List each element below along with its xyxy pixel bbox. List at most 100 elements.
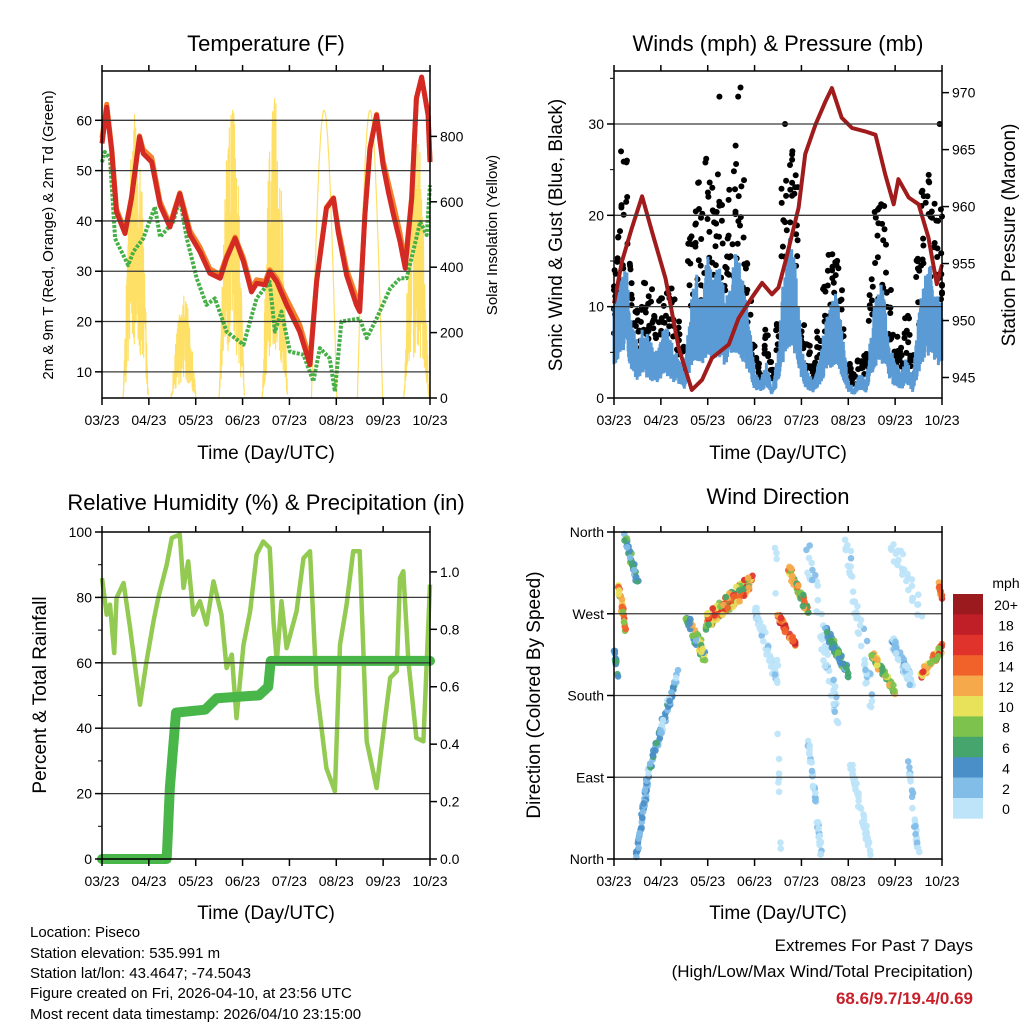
- direction-point: [817, 850, 825, 858]
- wind-speed-band: [612, 238, 944, 395]
- wind-direction-panel: Wind Direction Time (Day/UTC) Direction …: [524, 484, 1020, 924]
- y-tick-label: 80: [76, 589, 92, 605]
- gust-point: [705, 193, 712, 200]
- gust-point: [874, 232, 881, 239]
- legend-label: 6: [1002, 740, 1010, 756]
- pressure-ylabel: Station Pressure (Maroon): [999, 124, 1020, 347]
- gust-point: [725, 196, 732, 203]
- direction-point: [744, 574, 752, 582]
- gust-point: [642, 280, 649, 287]
- direction-point: [861, 830, 869, 838]
- gust-point: [719, 240, 726, 247]
- gust-point: [926, 179, 933, 186]
- gust-point: [713, 233, 720, 240]
- gust-point: [872, 214, 879, 221]
- direction-point: [844, 670, 852, 677]
- legend-label: 16: [998, 638, 1014, 654]
- gust-point: [783, 177, 790, 184]
- gust-point: [806, 349, 813, 356]
- gust-point: [703, 155, 710, 162]
- x-tick-label: 07/23: [272, 873, 307, 889]
- gust-point: [834, 257, 841, 264]
- gust-point: [789, 148, 796, 155]
- direction-point: [900, 656, 907, 663]
- direction-point: [693, 630, 701, 638]
- legend-label: 12: [998, 679, 1014, 695]
- elevation-text: Station elevation: 535.991 m: [30, 945, 220, 962]
- y-right-tick-label: 965: [952, 142, 976, 158]
- direction-point: [781, 628, 789, 636]
- direction-point: [862, 680, 869, 687]
- gust-point: [623, 198, 630, 205]
- legend-label: 10: [998, 699, 1014, 715]
- y-tick-label: 60: [76, 655, 92, 671]
- gust-point: [738, 183, 745, 190]
- plot-frame: [101, 531, 431, 860]
- gust-point: [822, 288, 829, 295]
- gust-point: [660, 302, 667, 309]
- y-right-tick-label: 0.8: [440, 621, 460, 637]
- x-tick-label: 07/23: [272, 412, 307, 428]
- x-tick-label: 08/23: [831, 412, 866, 428]
- gust-point: [922, 199, 929, 206]
- winds-ylabel: Sonic Wind & Gust (Blue, Black): [546, 99, 567, 371]
- gust-point: [778, 199, 785, 206]
- x-tick-label: 08/23: [831, 873, 866, 889]
- direction-point: [920, 663, 928, 670]
- gust-point: [695, 257, 702, 264]
- direction-point: [861, 656, 868, 664]
- direction-point: [618, 596, 626, 603]
- gust-point: [880, 237, 887, 244]
- direction-point: [892, 650, 900, 657]
- gust-point: [653, 335, 659, 342]
- station-info: Location: Piseco Station elevation: 535.…: [30, 924, 361, 1023]
- direction-dots: [610, 530, 946, 861]
- gust-point: [704, 216, 711, 222]
- winds-pressure-panel: Winds (mph) & Pressure (mb) Time (Day/UT…: [546, 31, 1020, 464]
- direction-point: [771, 544, 779, 552]
- gust-point: [787, 162, 793, 168]
- gust-point: [732, 186, 738, 193]
- legend-label: 8: [1002, 720, 1010, 736]
- direction-point: [730, 593, 738, 600]
- direction-point: [814, 582, 821, 589]
- legend-swatch: [953, 777, 983, 799]
- x-tick-label: 10/23: [924, 412, 959, 428]
- direction-point: [890, 681, 897, 689]
- gust-point: [920, 260, 927, 267]
- direction-point: [830, 686, 837, 694]
- gust-point: [914, 265, 921, 272]
- gust-point: [744, 261, 751, 267]
- gust-point: [913, 274, 920, 280]
- y-tick-label: 40: [76, 720, 92, 736]
- created-text: Figure created on Fri, 2026-04-10, at 23…: [30, 985, 352, 1002]
- direction-point: [932, 656, 940, 664]
- gust-point: [907, 355, 914, 362]
- gust-point: [869, 283, 876, 290]
- direction-point: [774, 662, 782, 669]
- gust-point: [814, 344, 821, 350]
- direction-point: [775, 788, 783, 796]
- direction-point: [806, 750, 813, 757]
- plot-area: [610, 530, 946, 861]
- gridlines: [102, 119, 430, 373]
- direction-point: [814, 596, 822, 604]
- direction-point: [775, 779, 782, 786]
- gust-point: [883, 269, 889, 276]
- axes: 03/23 04/23 05/23 06/23 07/23 08/23 09/23 10/23…: [76, 65, 464, 428]
- gust-point: [830, 279, 837, 286]
- gust-point: [768, 359, 775, 365]
- direction-point: [903, 577, 910, 585]
- gust-point: [722, 263, 729, 270]
- direction-point: [657, 727, 664, 734]
- direction-point: [853, 615, 860, 622]
- y-right-tick-label: 1.0: [440, 564, 460, 580]
- gust-point: [789, 179, 796, 186]
- gust-point: [787, 186, 794, 193]
- y-tick-label: 10: [588, 299, 604, 315]
- direction-point: [912, 830, 919, 838]
- gust-point: [732, 208, 739, 215]
- direction-point: [835, 654, 843, 662]
- gust-point: [901, 330, 908, 337]
- gust-point: [688, 233, 695, 240]
